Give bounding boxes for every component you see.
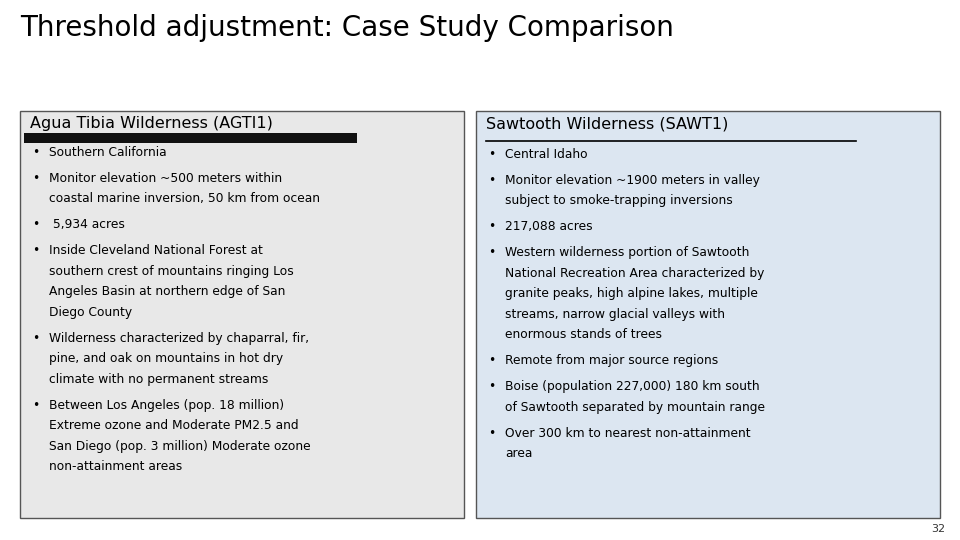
Text: enormous stands of trees: enormous stands of trees <box>505 328 662 341</box>
Text: southern crest of mountains ringing Los: southern crest of mountains ringing Los <box>49 265 294 278</box>
Text: Wilderness characterized by chaparral, fir,: Wilderness characterized by chaparral, f… <box>49 332 309 345</box>
Text: •: • <box>32 332 39 345</box>
FancyBboxPatch shape <box>20 111 464 518</box>
Text: of Sawtooth separated by mountain range: of Sawtooth separated by mountain range <box>505 401 765 414</box>
Text: Western wilderness portion of Sawtooth: Western wilderness portion of Sawtooth <box>505 246 750 259</box>
Text: streams, narrow glacial valleys with: streams, narrow glacial valleys with <box>505 308 725 321</box>
Text: Remote from major source regions: Remote from major source regions <box>505 354 718 367</box>
Text: Monitor elevation ~500 meters within: Monitor elevation ~500 meters within <box>49 172 282 185</box>
Text: •: • <box>32 146 39 159</box>
Text: •: • <box>32 244 39 257</box>
Text: •: • <box>488 220 495 233</box>
Text: area: area <box>505 447 533 460</box>
Text: coastal marine inversion, 50 km from ocean: coastal marine inversion, 50 km from oce… <box>49 192 320 205</box>
Text: •: • <box>488 246 495 259</box>
FancyBboxPatch shape <box>476 111 940 518</box>
Text: Southern California: Southern California <box>49 146 167 159</box>
Text: climate with no permanent streams: climate with no permanent streams <box>49 373 269 386</box>
Text: Extreme ozone and Moderate PM2.5 and: Extreme ozone and Moderate PM2.5 and <box>49 419 299 432</box>
Text: •: • <box>488 354 495 367</box>
Text: Angeles Basin at northern edge of San: Angeles Basin at northern edge of San <box>49 285 285 298</box>
Text: Over 300 km to nearest non-attainment: Over 300 km to nearest non-attainment <box>505 427 751 440</box>
Text: •: • <box>488 148 495 161</box>
Text: Diego County: Diego County <box>49 306 132 319</box>
Text: Between Los Angeles (pop. 18 million): Between Los Angeles (pop. 18 million) <box>49 399 284 411</box>
Text: non-attainment areas: non-attainment areas <box>49 460 182 473</box>
FancyBboxPatch shape <box>24 133 357 143</box>
Text: •: • <box>488 380 495 393</box>
Text: San Diego (pop. 3 million) Moderate ozone: San Diego (pop. 3 million) Moderate ozon… <box>49 440 311 453</box>
Text: •: • <box>32 172 39 185</box>
Text: Threshold adjustment: Case Study Comparison: Threshold adjustment: Case Study Compari… <box>20 14 674 42</box>
Text: Boise (population 227,000) 180 km south: Boise (population 227,000) 180 km south <box>505 380 759 393</box>
Text: Sawtooth Wilderness (SAWT1): Sawtooth Wilderness (SAWT1) <box>486 116 728 131</box>
Text: 32: 32 <box>931 523 946 534</box>
Text: National Recreation Area characterized by: National Recreation Area characterized b… <box>505 267 764 280</box>
Text: Monitor elevation ~1900 meters in valley: Monitor elevation ~1900 meters in valley <box>505 174 759 187</box>
Text: •: • <box>488 427 495 440</box>
Text: pine, and oak on mountains in hot dry: pine, and oak on mountains in hot dry <box>49 352 283 365</box>
Text: Agua Tibia Wilderness (AGTI1): Agua Tibia Wilderness (AGTI1) <box>30 116 273 131</box>
Text: •: • <box>488 174 495 187</box>
Text: Inside Cleveland National Forest at: Inside Cleveland National Forest at <box>49 244 263 257</box>
Text: •: • <box>32 399 39 411</box>
Text: •: • <box>32 218 39 231</box>
Text: granite peaks, high alpine lakes, multiple: granite peaks, high alpine lakes, multip… <box>505 287 757 300</box>
Text: 217,088 acres: 217,088 acres <box>505 220 592 233</box>
Text: Central Idaho: Central Idaho <box>505 148 588 161</box>
Text: 5,934 acres: 5,934 acres <box>49 218 125 231</box>
Text: subject to smoke-trapping inversions: subject to smoke-trapping inversions <box>505 194 732 207</box>
